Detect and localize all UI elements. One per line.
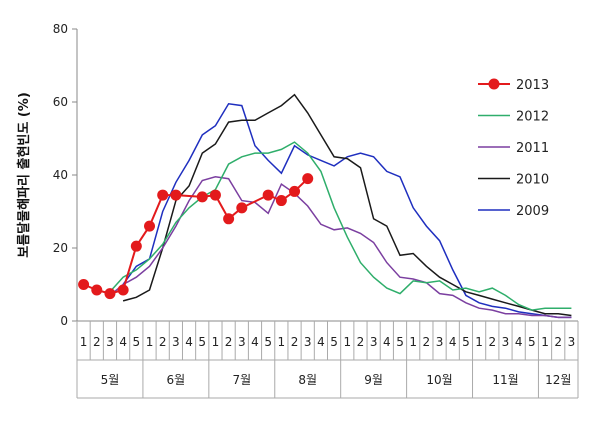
week-tick-label: 3 (238, 335, 246, 349)
week-tick-label: 2 (225, 335, 233, 349)
legend: 2013 2012 2011 2010 2009 (478, 78, 549, 219)
week-tick-label: 3 (568, 335, 576, 349)
week-tick-label: 4 (317, 335, 325, 349)
legend-entry-2010: 2010 (478, 173, 549, 188)
legend-label: 2010 (516, 173, 549, 188)
series-2009 (122, 102, 572, 319)
week-tick-label: 5 (396, 335, 404, 349)
week-tick-label: 3 (172, 335, 180, 349)
week-tick-label: 5 (462, 335, 470, 349)
data-point-2013 (302, 173, 314, 185)
month-label: 11월 (492, 373, 518, 387)
data-point-2013 (170, 189, 182, 201)
y-tick-label: 40 (53, 168, 68, 182)
week-tick-label: 5 (528, 335, 536, 349)
week-tick-label: 3 (370, 335, 378, 349)
week-tick-label: 1 (80, 335, 88, 349)
month-label: 8월 (298, 373, 317, 387)
week-tick-label: 2 (488, 335, 496, 349)
week-tick-label: 1 (541, 335, 549, 349)
y-tick-label: 80 (53, 22, 68, 36)
week-tick-label: 5 (133, 335, 141, 349)
week-tick-label: 4 (251, 335, 259, 349)
week-tick-label: 4 (185, 335, 193, 349)
legend-label: 2009 (516, 204, 549, 219)
series-line-2013 (83, 177, 309, 295)
data-point-2013 (78, 279, 90, 290)
data-point-2013 (104, 288, 116, 300)
series-lines (78, 93, 572, 319)
legend-entry-2009: 2009 (478, 204, 549, 219)
week-tick-label: 2 (159, 335, 167, 349)
y-tick-label: 20 (53, 241, 68, 255)
series-line-2011 (109, 176, 572, 319)
month-label: 12월 (545, 373, 571, 387)
week-tick-label: 4 (449, 335, 457, 349)
month-label: 10월 (426, 373, 452, 387)
data-point-2013 (130, 240, 142, 252)
week-tick-label: 1 (343, 335, 351, 349)
series-2012 (109, 141, 572, 311)
data-point-2013 (157, 189, 169, 201)
week-tick-label: 5 (330, 335, 338, 349)
week-tick-label: 1 (278, 335, 286, 349)
month-label: 7월 (232, 373, 251, 387)
y-axis-label: 보름달물해파리 출현빈도 (%) (16, 92, 32, 258)
week-tick-label: 2 (423, 335, 431, 349)
week-tick-label: 1 (475, 335, 483, 349)
week-tick-label: 5 (198, 335, 206, 349)
data-point-2013 (275, 195, 287, 207)
week-tick-label: 1 (146, 335, 154, 349)
week-tick-label: 3 (106, 335, 114, 349)
y-tick-label: 0 (60, 314, 68, 328)
legend-entry-2011: 2011 (478, 141, 549, 156)
week-tick-label: 2 (357, 335, 365, 349)
legend-entry-2012: 2012 (478, 110, 549, 125)
data-point-2013 (144, 220, 156, 232)
week-tick-label: 2 (554, 335, 562, 349)
legend-label: 2012 (516, 110, 549, 125)
week-tick-label: 3 (304, 335, 312, 349)
data-point-2013 (91, 284, 103, 296)
series-2010 (122, 93, 572, 317)
data-point-2013 (117, 284, 129, 296)
data-point-2013 (209, 189, 221, 201)
legend-label: 2013 (516, 78, 549, 93)
data-point-2013 (223, 213, 235, 225)
series-2013 (78, 173, 314, 300)
week-tick-label: 4 (119, 335, 127, 349)
week-tick-label: 4 (383, 335, 391, 349)
week-tick-label: 1 (212, 335, 220, 349)
data-point-2013 (262, 189, 274, 201)
legend-label: 2011 (516, 141, 549, 156)
series-line-2009 (122, 102, 572, 319)
week-tick-label: 1 (409, 335, 417, 349)
data-point-2013 (196, 191, 208, 203)
month-label: 9월 (364, 373, 383, 387)
week-tick-label: 3 (436, 335, 444, 349)
week-tick-label: 5 (264, 335, 272, 349)
week-tick-label: 3 (502, 335, 510, 349)
data-point-2013 (289, 185, 301, 197)
week-tick-label: 2 (93, 335, 101, 349)
week-tick-label: 2 (291, 335, 299, 349)
y-tick-label: 60 (53, 95, 68, 109)
week-tick-label: 4 (515, 335, 523, 349)
series-line-2010 (122, 93, 572, 317)
series-2011 (109, 176, 572, 319)
data-point-2013 (236, 202, 248, 214)
month-label: 6월 (167, 373, 186, 387)
legend-entry-2013: 2013 (478, 78, 549, 93)
series-line-2012 (109, 141, 572, 311)
month-label: 5월 (101, 373, 120, 387)
legend-marker (488, 78, 500, 90)
